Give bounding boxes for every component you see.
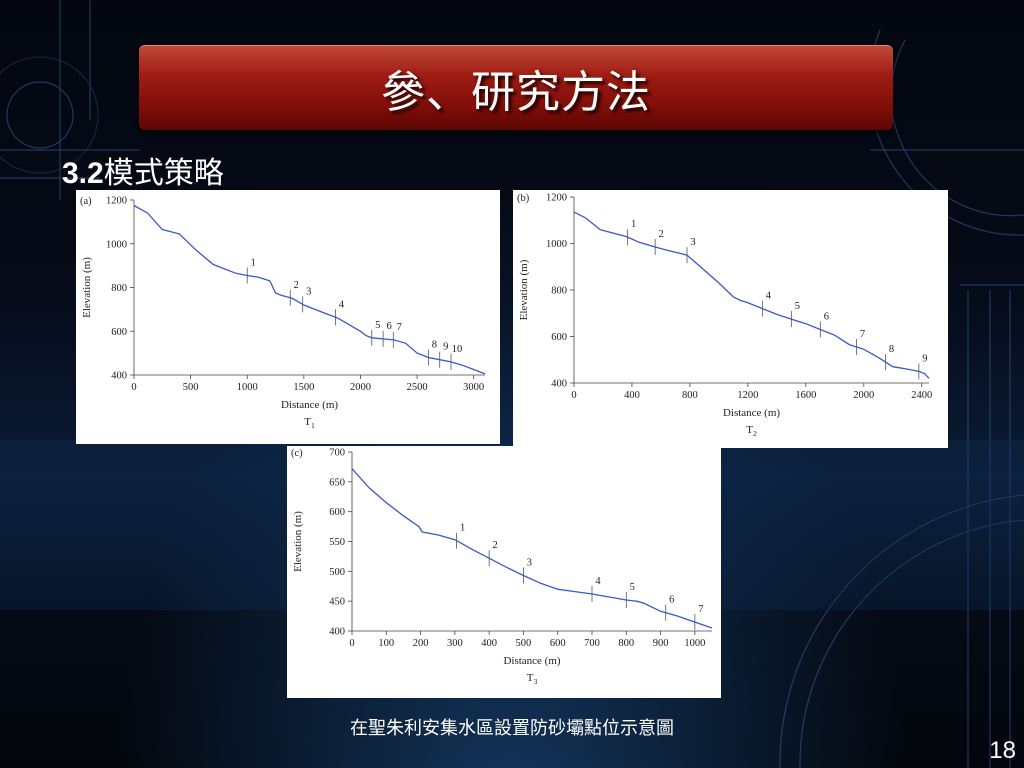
section-number: 3.2: [62, 157, 104, 190]
station-label: 9: [922, 353, 927, 364]
elevation-profile-line: [133, 204, 486, 375]
x-tick-label: 2500: [407, 382, 428, 393]
x-tick-label: 800: [682, 390, 698, 401]
y-tick-label: 600: [551, 332, 567, 343]
chart-title: T3: [527, 672, 538, 686]
y-tick-label: 1200: [106, 196, 127, 207]
profile-chart-t1: 0 500 1000 1500 2000 2500 3000 400 600 800 1000 120…: [76, 190, 500, 444]
y-axis-label: Elevation (m): [81, 257, 93, 318]
y-tick-label: 1000: [106, 239, 127, 250]
profile-chart-t3: 0 100 200 300 400 500 600 700 800 900 1000 400 450 50…: [287, 446, 721, 698]
y-tick-label: 600: [111, 327, 127, 338]
x-tick-label: 400: [624, 390, 640, 401]
x-tick-label: 700: [584, 638, 600, 649]
panel-label: (b): [517, 193, 530, 204]
y-tick-label: 1200: [546, 193, 567, 204]
x-tick-label: 300: [447, 638, 463, 649]
y-tick-label: 600: [329, 507, 345, 518]
station-label: 6: [669, 595, 674, 606]
y-tick-label: 1000: [546, 239, 567, 250]
x-tick-label: 0: [131, 382, 136, 393]
y-tick-label: 800: [551, 286, 567, 297]
station-label: 5: [630, 582, 635, 593]
station-label: 1: [631, 219, 636, 230]
y-axis-label: Elevation (m): [292, 511, 304, 572]
profile-chart-t3-svg: 0 100 200 300 400 500 600 700 800 900 1000 400 450 50…: [291, 448, 713, 686]
figure-caption: 在聖朱利安集水區設置防砂壩點位示意圖: [350, 718, 674, 739]
page-number: 18: [989, 737, 1016, 764]
station-label: 8: [432, 340, 437, 351]
profile-chart-t1-svg: 0 500 1000 1500 2000 2500 3000 400 600 800 1000 120…: [80, 196, 486, 430]
y-tick-label: 800: [111, 283, 127, 294]
section-heading: 3.2模式策略: [62, 148, 224, 192]
station-label: 5: [375, 320, 380, 331]
y-tick-label: 500: [329, 567, 345, 578]
y-tick-label: 400: [551, 379, 567, 390]
x-tick-label: 600: [550, 638, 566, 649]
x-tick-label: 200: [413, 638, 429, 649]
station-label: 7: [397, 322, 402, 333]
station-label: 5: [795, 301, 800, 312]
station-label: 2: [493, 540, 498, 551]
x-tick-label: 1000: [684, 638, 705, 649]
station-label: 1: [460, 523, 465, 534]
title-bar: 參、研究方法: [139, 45, 893, 130]
station-label: 1: [251, 257, 256, 268]
chart-title: T1: [304, 416, 315, 430]
x-tick-label: 500: [516, 638, 532, 649]
station-label: 10: [452, 344, 463, 355]
x-tick-label: 1600: [795, 390, 816, 401]
x-axis-label: Distance (m): [281, 399, 338, 411]
station-label: 3: [690, 237, 695, 248]
x-tick-label: 3000: [463, 382, 484, 393]
station-label: 3: [306, 286, 311, 297]
x-tick-label: 900: [653, 638, 669, 649]
chart-title: T2: [746, 424, 757, 438]
y-tick-label: 550: [329, 537, 345, 548]
x-tick-label: 100: [378, 638, 394, 649]
x-tick-label: 0: [571, 390, 576, 401]
station-label: 4: [766, 291, 772, 302]
elevation-profile-line: [351, 468, 713, 629]
x-tick-label: 400: [481, 638, 497, 649]
station-label: 2: [659, 229, 664, 240]
station-label: 6: [386, 321, 391, 332]
y-tick-label: 400: [111, 371, 127, 382]
station-label: 4: [339, 299, 345, 310]
y-tick-label: 400: [329, 627, 345, 638]
x-tick-label: 2000: [853, 390, 874, 401]
x-axis-label: Distance (m): [723, 407, 780, 419]
x-tick-label: 2400: [911, 390, 932, 401]
station-label: 7: [698, 604, 703, 615]
station-label: 9: [443, 342, 448, 353]
y-tick-label: 650: [329, 477, 345, 488]
panel-label: (c): [291, 448, 303, 459]
elevation-profile-line: [573, 211, 930, 379]
station-label: 2: [294, 280, 299, 291]
x-tick-label: 1200: [737, 390, 758, 401]
panel-label: (a): [80, 196, 92, 207]
y-tick-label: 450: [329, 597, 345, 608]
x-tick-label: 1000: [237, 382, 258, 393]
x-tick-label: 500: [183, 382, 199, 393]
y-tick-label: 700: [329, 448, 345, 459]
profile-chart-t2-svg: 0 400 800 1200 1600 2000 2400 400 600 800 1000 1200…: [517, 193, 932, 439]
profile-chart-t2: 0 400 800 1200 1600 2000 2400 400 600 800 1000 1200…: [513, 190, 948, 448]
x-tick-label: 0: [349, 638, 354, 649]
x-axis-label: Distance (m): [503, 655, 560, 667]
x-tick-label: 800: [618, 638, 634, 649]
x-tick-label: 2000: [350, 382, 371, 393]
station-label: 3: [527, 558, 532, 569]
x-tick-label: 1500: [293, 382, 314, 393]
station-label: 8: [889, 344, 894, 355]
section-title: 模式策略: [103, 156, 224, 191]
y-axis-label: Elevation (m): [518, 259, 530, 320]
station-label: 4: [595, 576, 601, 587]
slide-title: 參、研究方法: [381, 66, 651, 118]
station-label: 6: [824, 312, 829, 323]
station-label: 7: [860, 329, 865, 340]
